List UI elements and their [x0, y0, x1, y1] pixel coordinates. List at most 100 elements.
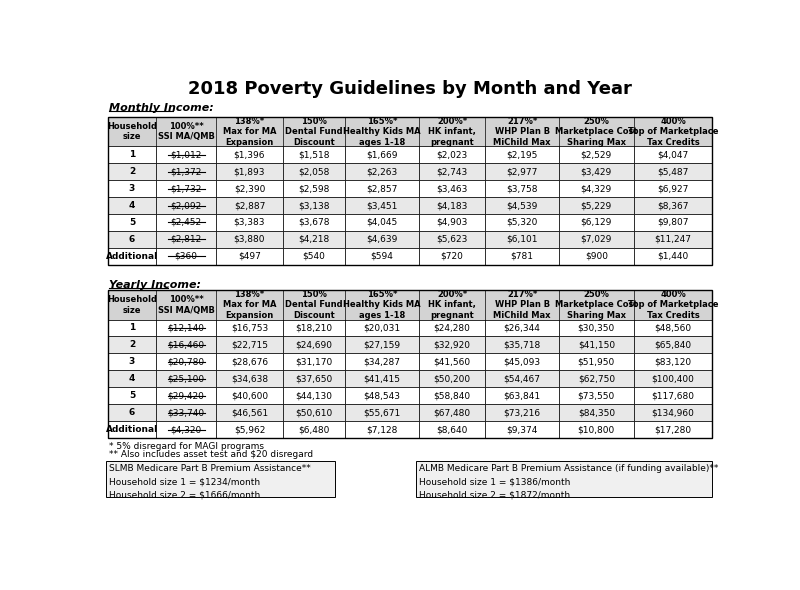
Text: $7,128: $7,128 — [366, 425, 398, 434]
Text: $10,800: $10,800 — [578, 425, 615, 434]
Bar — [346, 371, 418, 387]
Text: 1: 1 — [129, 150, 135, 159]
Text: $8,640: $8,640 — [437, 425, 468, 434]
Bar — [559, 180, 634, 197]
Text: $84,350: $84,350 — [578, 408, 615, 417]
Bar — [108, 117, 712, 265]
Bar — [418, 214, 486, 231]
Bar — [283, 404, 346, 421]
Text: $594: $594 — [370, 252, 394, 261]
Text: $50,610: $50,610 — [295, 408, 333, 417]
Bar — [634, 404, 712, 421]
Text: 100%**
SSI MA/QMB: 100%** SSI MA/QMB — [158, 295, 214, 314]
Bar — [418, 231, 486, 248]
Bar — [108, 404, 156, 421]
Text: $9,374: $9,374 — [506, 425, 538, 434]
Text: Household
size: Household size — [107, 122, 157, 142]
Bar — [156, 248, 216, 265]
Text: 5: 5 — [129, 391, 135, 400]
Bar — [108, 163, 156, 180]
Bar — [108, 320, 156, 336]
Text: $9,807: $9,807 — [658, 218, 689, 227]
Bar — [156, 353, 216, 371]
Text: 400%
Top of Marketplace
Tax Credits: 400% Top of Marketplace Tax Credits — [628, 117, 718, 146]
Bar — [634, 387, 712, 404]
Text: $6,480: $6,480 — [298, 425, 330, 434]
Text: $2,092: $2,092 — [170, 201, 202, 210]
Bar — [156, 371, 216, 387]
Text: $1,440: $1,440 — [658, 252, 689, 261]
Text: $4,320: $4,320 — [170, 425, 202, 434]
Text: $360: $360 — [174, 252, 198, 261]
Text: $63,841: $63,841 — [503, 391, 541, 400]
Text: $2,598: $2,598 — [298, 184, 330, 193]
Text: $5,320: $5,320 — [506, 218, 538, 227]
Text: $1,396: $1,396 — [234, 150, 266, 159]
Text: $117,680: $117,680 — [651, 391, 694, 400]
Text: $1,012: $1,012 — [170, 150, 202, 159]
Bar — [216, 180, 283, 197]
Text: $781: $781 — [510, 252, 534, 261]
Text: $540: $540 — [302, 252, 326, 261]
Bar — [418, 387, 486, 404]
Text: $30,350: $30,350 — [578, 323, 615, 333]
Bar — [346, 163, 418, 180]
Text: $1,669: $1,669 — [366, 150, 398, 159]
Text: $4,639: $4,639 — [366, 235, 398, 244]
Bar — [634, 320, 712, 336]
Bar — [634, 248, 712, 265]
Bar — [346, 353, 418, 371]
Text: $2,195: $2,195 — [506, 150, 538, 159]
Text: 4: 4 — [129, 374, 135, 384]
Bar — [216, 146, 283, 163]
Text: $134,960: $134,960 — [652, 408, 694, 417]
Text: $3,429: $3,429 — [581, 167, 612, 176]
Text: 6: 6 — [129, 408, 135, 417]
Text: $62,750: $62,750 — [578, 374, 615, 384]
Text: 150%
Dental Fund
Discount: 150% Dental Fund Discount — [286, 290, 343, 320]
Bar — [634, 353, 712, 371]
Bar — [283, 320, 346, 336]
Text: 2: 2 — [129, 167, 135, 176]
Bar — [346, 248, 418, 265]
Text: 100%**
SSI MA/QMB: 100%** SSI MA/QMB — [158, 122, 214, 142]
Text: 6: 6 — [129, 235, 135, 244]
Text: $26,344: $26,344 — [504, 323, 541, 333]
Text: 200%*
HK infant,
pregnant: 200%* HK infant, pregnant — [428, 117, 476, 146]
Bar — [216, 336, 283, 353]
Text: $41,560: $41,560 — [434, 358, 470, 366]
Bar — [559, 214, 634, 231]
Text: $28,676: $28,676 — [231, 358, 268, 366]
Text: $50,200: $50,200 — [434, 374, 470, 384]
Bar — [346, 320, 418, 336]
Text: $4,903: $4,903 — [437, 218, 468, 227]
Bar — [559, 231, 634, 248]
Bar — [416, 461, 712, 497]
Bar — [108, 336, 156, 353]
Bar — [418, 197, 486, 214]
Bar — [216, 353, 283, 371]
Bar — [486, 197, 559, 214]
Text: $35,718: $35,718 — [503, 340, 541, 349]
Text: $48,543: $48,543 — [363, 391, 401, 400]
Bar — [559, 421, 634, 438]
Text: $7,029: $7,029 — [581, 235, 612, 244]
Bar — [346, 336, 418, 353]
Text: 250%
Marketplace Cost
Sharing Max: 250% Marketplace Cost Sharing Max — [555, 117, 638, 146]
Bar — [216, 387, 283, 404]
Bar — [283, 248, 346, 265]
Bar — [216, 214, 283, 231]
Text: $17,280: $17,280 — [654, 425, 692, 434]
Text: $2,263: $2,263 — [366, 167, 398, 176]
Text: $5,962: $5,962 — [234, 425, 265, 434]
Text: $83,120: $83,120 — [654, 358, 692, 366]
Text: $4,539: $4,539 — [506, 201, 538, 210]
Bar — [486, 248, 559, 265]
Text: $67,480: $67,480 — [434, 408, 470, 417]
Bar — [108, 197, 156, 214]
Bar — [346, 197, 418, 214]
Bar — [486, 146, 559, 163]
Text: $3,383: $3,383 — [234, 218, 266, 227]
Text: $20,031: $20,031 — [363, 323, 401, 333]
Bar — [156, 387, 216, 404]
